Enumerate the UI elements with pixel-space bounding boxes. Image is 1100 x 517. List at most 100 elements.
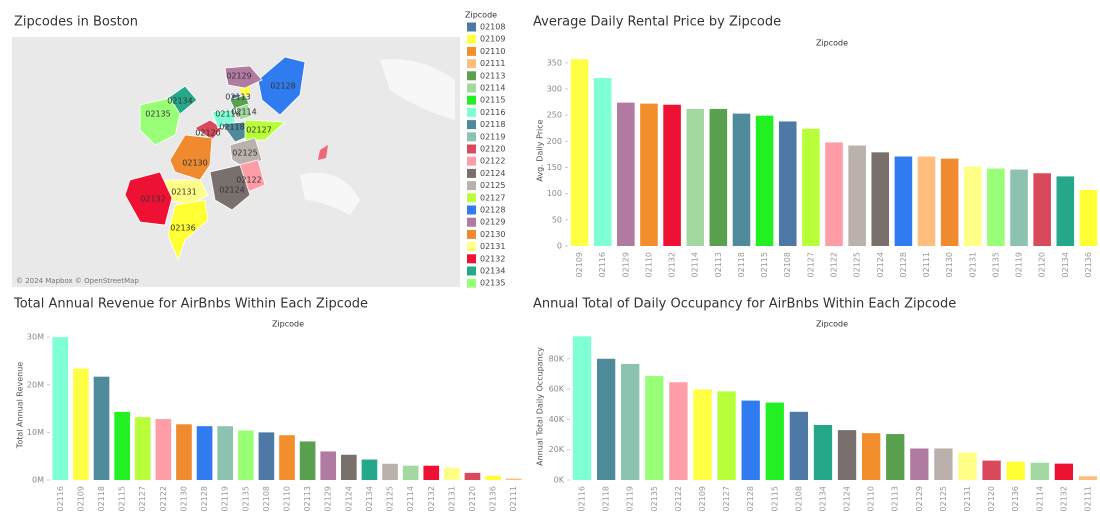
bar <box>621 363 640 480</box>
bar <box>464 472 481 480</box>
bar <box>645 376 664 480</box>
bar <box>686 108 705 247</box>
bar <box>1054 463 1074 480</box>
bar <box>640 103 658 246</box>
x-tick-label: 02120 <box>468 486 477 511</box>
bar <box>52 337 69 480</box>
y-tick-label: 350 <box>547 58 562 67</box>
y-tick-label: 80K <box>549 354 565 363</box>
x-tick-label: 02109 <box>698 486 707 511</box>
bar <box>93 376 110 480</box>
bar <box>755 115 774 246</box>
map-region-label: 02130 <box>182 159 207 168</box>
x-tick-label: 02136 <box>489 486 498 511</box>
bar <box>732 113 751 246</box>
legend-swatch <box>467 83 476 93</box>
legend-label: 02127 <box>480 193 505 202</box>
y-axis-title: Annual Total Daily Occupancy <box>536 347 545 466</box>
legend-label: 02110 <box>480 47 505 56</box>
legend-label: 02108 <box>480 23 505 32</box>
y-tick-label: 20M <box>27 380 44 389</box>
bar <box>813 424 833 480</box>
y-tick-label: 100 <box>547 189 562 198</box>
x-tick-label: 02127 <box>722 486 731 511</box>
bar <box>73 368 89 480</box>
x-tick-label: 02119 <box>221 486 230 511</box>
legend-label: 02113 <box>480 71 505 80</box>
map-region-label: 02131 <box>171 188 196 197</box>
x-axis-header: Zipcode <box>816 39 848 48</box>
x-tick-label: 02135 <box>241 486 250 511</box>
bar <box>871 152 890 246</box>
bar <box>279 435 295 480</box>
map-island <box>318 145 328 160</box>
x-tick-label: 02120 <box>987 486 996 511</box>
bar <box>505 478 522 480</box>
x-tick-label: 02110 <box>867 486 876 511</box>
x-tick-label: 02110 <box>644 252 653 277</box>
bar <box>861 433 881 480</box>
y-tick-label: 300 <box>547 85 562 94</box>
x-tick-label: 02118 <box>602 486 611 511</box>
bar <box>693 389 712 480</box>
legend-swatch <box>467 132 476 142</box>
bar <box>340 454 357 480</box>
bar <box>1056 176 1075 246</box>
legend-swatch <box>467 205 476 215</box>
y-axis-title: Total Annual Revenue <box>16 362 25 449</box>
map-region-label: 02132 <box>140 195 165 204</box>
bar <box>217 426 234 480</box>
legend-label: 02122 <box>480 157 505 166</box>
x-tick-label: 02118 <box>97 486 106 511</box>
x-tick-label: 02114 <box>1035 486 1044 511</box>
bar <box>717 391 736 480</box>
bar <box>663 104 681 246</box>
x-tick-label: 02132 <box>427 486 436 511</box>
x-tick-label: 02122 <box>159 486 168 511</box>
bar <box>802 128 820 246</box>
bar <box>155 419 172 480</box>
x-tick-label: 02109 <box>76 486 85 511</box>
x-tick-label: 02110 <box>283 486 292 511</box>
x-tick-label: 02131 <box>968 252 977 277</box>
legend-label: 02132 <box>480 254 505 263</box>
y-tick-label: 60K <box>549 385 565 394</box>
bar <box>1033 173 1051 246</box>
x-tick-label: 02134 <box>1061 252 1070 277</box>
bar <box>934 448 953 480</box>
bar <box>1079 190 1098 246</box>
x-tick-label: 02115 <box>118 486 127 511</box>
map-region-label: 02125 <box>232 149 257 158</box>
bar <box>1030 462 1049 480</box>
x-axis-header: Zipcode <box>272 320 304 329</box>
x-tick-label: 02111 <box>1083 486 1092 511</box>
x-tick-label: 02116 <box>578 486 587 511</box>
y-tick-label: 0K <box>554 476 565 485</box>
y-tick-label: 0 <box>557 242 562 251</box>
map-region <box>124 171 173 226</box>
y-tick-label: 50 <box>552 215 562 224</box>
bar <box>778 121 797 246</box>
bar <box>134 417 151 480</box>
bar <box>1006 461 1025 480</box>
x-tick-label: 02111 <box>509 486 518 511</box>
legend-swatch <box>467 144 476 154</box>
x-tick-label: 02122 <box>674 486 683 511</box>
legend-label: 02116 <box>480 108 505 117</box>
legend-label: 02115 <box>480 96 505 105</box>
bar <box>982 460 1001 480</box>
bar <box>593 78 612 246</box>
x-tick-label: 02128 <box>746 486 755 511</box>
legend-label: 02124 <box>480 169 505 178</box>
map-region-label: 02129 <box>226 72 251 81</box>
x-tick-label: 02124 <box>344 486 353 511</box>
legend-label: 02129 <box>480 218 505 227</box>
map-region-label: 02113 <box>225 93 250 102</box>
bar <box>789 411 809 480</box>
x-tick-label: 02125 <box>853 252 862 277</box>
bar <box>570 59 589 246</box>
bar <box>848 145 866 246</box>
x-tick-label: 02113 <box>891 486 900 511</box>
legend-label: 02111 <box>480 59 505 68</box>
x-axis-header: Zipcode <box>816 320 848 329</box>
